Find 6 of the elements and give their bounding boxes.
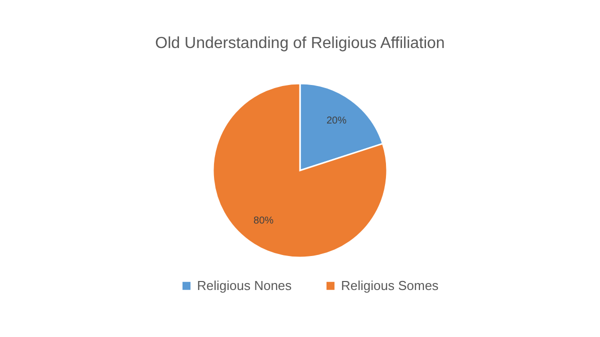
chart-title: Old Understanding of Religious Affiliation [155,35,445,52]
pie-slice [212,82,388,258]
legend-label: Religious Nones [197,278,292,293]
legend-label: Religious Somes [341,278,440,293]
data-label: 20% [326,115,347,126]
data-label: 80% [254,216,274,227]
